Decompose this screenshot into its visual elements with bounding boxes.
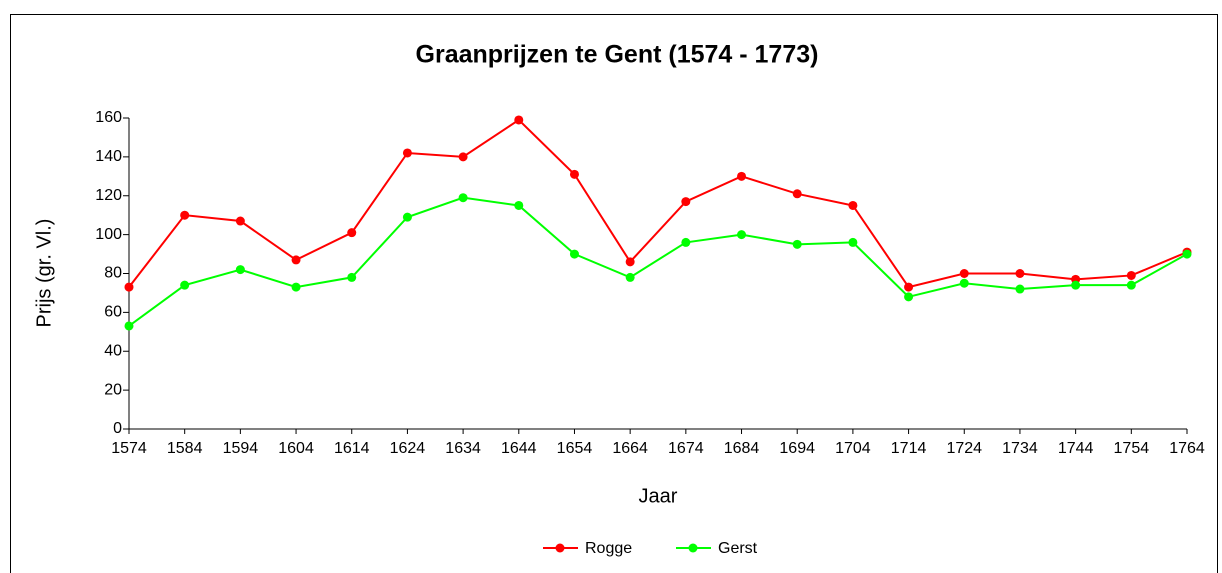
legend-marker	[555, 543, 565, 553]
y-tick-label: 80	[104, 265, 122, 282]
y-tick-label: 120	[95, 187, 122, 204]
y-tick-label: 0	[113, 420, 122, 437]
x-tick-label: 1714	[891, 440, 927, 457]
data-point	[959, 269, 969, 278]
y-tick-label: 20	[104, 381, 122, 398]
data-point	[1015, 284, 1025, 294]
x-tick-label: 1664	[612, 440, 648, 457]
x-tick-label: 1724	[946, 440, 982, 457]
data-point	[235, 216, 245, 226]
x-tick-label: 1704	[835, 440, 871, 457]
data-point	[458, 152, 468, 162]
data-point	[848, 200, 858, 210]
data-point	[625, 272, 635, 282]
x-tick-label: 1574	[111, 440, 147, 457]
data-point	[402, 212, 412, 222]
data-point	[959, 278, 969, 288]
x-tick-label: 1594	[223, 440, 259, 457]
data-point	[569, 169, 579, 179]
data-point	[458, 193, 468, 203]
x-tick-label: 1654	[557, 440, 593, 457]
data-point	[681, 237, 691, 247]
data-point	[1126, 270, 1136, 280]
data-point	[569, 249, 579, 259]
series-line	[128, 118, 1188, 289]
x-tick-label: 1734	[1002, 440, 1038, 457]
y-axis-label: Prijs (gr. Vl.)	[33, 219, 55, 328]
data-point	[625, 257, 635, 267]
data-point	[514, 115, 524, 125]
x-tick-label: 1584	[167, 440, 203, 457]
data-point	[291, 255, 301, 265]
y-tick-label: 100	[95, 226, 122, 243]
x-tick-label: 1684	[724, 440, 760, 457]
data-point	[347, 272, 357, 282]
data-point	[347, 228, 357, 238]
data-point	[1015, 269, 1025, 278]
data-point	[514, 200, 524, 210]
y-tick-label: 40	[104, 342, 122, 359]
data-point	[124, 321, 134, 331]
frame	[10, 14, 1218, 573]
chart-title: Graanprijzen te Gent (1574 - 1773)	[416, 41, 819, 69]
data-point	[180, 280, 190, 290]
data-point	[904, 282, 914, 292]
data-point	[180, 210, 190, 220]
data-point	[1126, 280, 1136, 290]
data-point	[737, 230, 747, 240]
data-point	[1182, 249, 1192, 259]
data-point	[124, 282, 134, 292]
x-tick-label: 1744	[1058, 440, 1094, 457]
x-tick-label: 1694	[779, 440, 815, 457]
x-tick-label: 1634	[445, 440, 481, 457]
data-point	[402, 148, 412, 158]
data-point	[848, 237, 858, 247]
x-tick-label: 1764	[1169, 440, 1205, 457]
x-axis-label: Jaar	[639, 485, 678, 507]
data-point	[681, 197, 691, 207]
y-tick-label: 160	[95, 109, 122, 126]
legend-marker	[688, 543, 698, 553]
data-point	[291, 282, 301, 292]
y-tick-label: 60	[104, 304, 122, 321]
series-line	[128, 196, 1188, 327]
data-point	[1071, 280, 1081, 290]
x-tick-label: 1674	[668, 440, 704, 457]
x-tick-label: 1624	[390, 440, 426, 457]
x-tick-label: 1754	[1114, 440, 1150, 457]
x-tick-label: 1644	[501, 440, 537, 457]
data-point	[737, 171, 747, 181]
data-point	[792, 239, 802, 249]
y-tick-label: 140	[95, 148, 122, 165]
x-tick-label: 1604	[278, 440, 314, 457]
legend-label: Gerst	[718, 540, 758, 557]
x-tick-label: 1614	[334, 440, 370, 457]
data-point	[792, 189, 802, 199]
legend-label: Rogge	[585, 540, 632, 557]
data-point	[235, 265, 245, 275]
data-point	[904, 292, 914, 302]
